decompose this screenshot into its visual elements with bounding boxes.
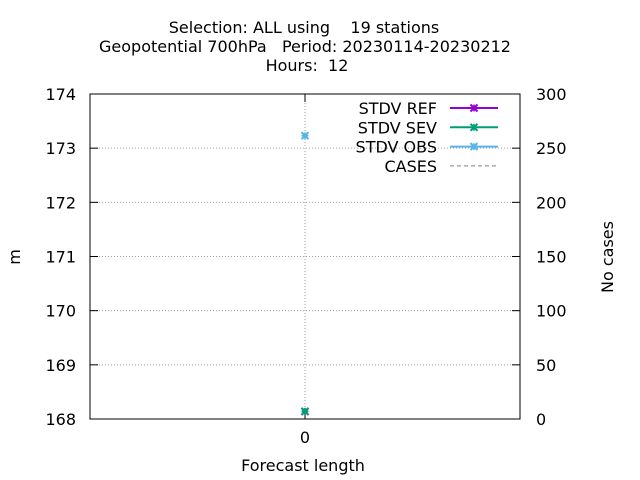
y2-tick-label: 0: [536, 410, 546, 429]
y2-tick-label: 50: [536, 356, 556, 375]
y-axis-label: m: [5, 249, 24, 265]
y-tick-label: 173: [45, 139, 76, 158]
axis-ticks: [90, 93, 520, 420]
legend-label: STDV REF: [359, 99, 437, 118]
series-markers: [300, 131, 310, 416]
chart-title: Selection: ALL using 19 stations Geopote…: [99, 18, 511, 75]
y-tick-label: 170: [45, 302, 76, 321]
y2-axis-tick-labels: 0 50 100 150 200 250 300: [536, 85, 567, 429]
y2-tick-label: 100: [536, 302, 567, 321]
legend-label: STDV SEV: [358, 118, 437, 137]
x-axis-tick-labels: 0: [300, 428, 310, 447]
data-point: [300, 407, 310, 416]
x-tick-label: 0: [300, 428, 310, 447]
y2-axis-label: No cases: [598, 221, 617, 293]
x-axis-label: Forecast length: [241, 456, 365, 475]
y2-tick-label: 250: [536, 139, 567, 158]
grid-lines: [90, 94, 520, 419]
title-line-3: Hours: 12: [266, 56, 349, 75]
data-point: [300, 131, 310, 140]
y-tick-label: 171: [45, 248, 76, 267]
legend-label: STDV OBS: [356, 138, 437, 157]
title-line-2: Geopotential 700hPa Period: 20230114-202…: [99, 37, 511, 56]
y2-tick-label: 150: [536, 248, 567, 267]
y2-tick-label: 200: [536, 193, 567, 212]
title-line-1: Selection: ALL using 19 stations: [169, 18, 439, 37]
legend-label: CASES: [384, 157, 437, 176]
y-tick-label: 174: [45, 85, 76, 104]
legend-marker: [469, 123, 479, 132]
legend-marker: [469, 103, 479, 113]
y-tick-label: 168: [45, 410, 76, 429]
y-tick-label: 169: [45, 356, 76, 375]
y2-tick-label: 300: [536, 85, 567, 104]
y-tick-label: 172: [45, 193, 76, 212]
y-axis-tick-labels: 168 169 170 171 172 173 174: [45, 85, 76, 429]
legend-marker: [469, 142, 479, 151]
